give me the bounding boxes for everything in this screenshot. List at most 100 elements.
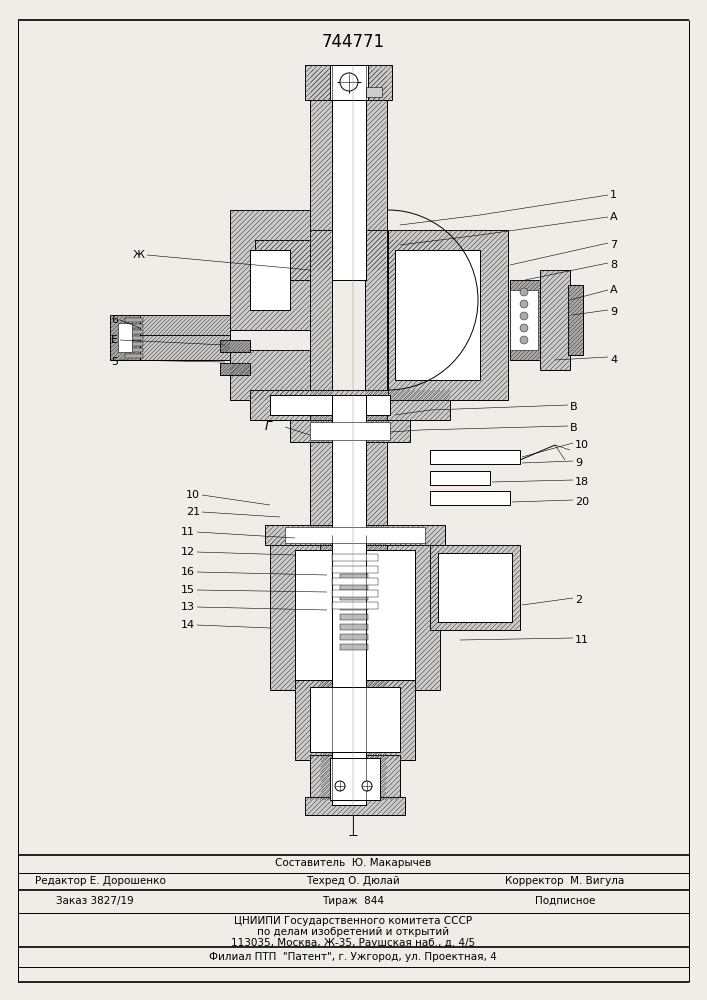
Bar <box>340 594 368 600</box>
Text: 14: 14 <box>181 620 195 630</box>
Bar <box>332 602 378 609</box>
Bar <box>340 634 368 640</box>
Polygon shape <box>365 70 387 270</box>
Polygon shape <box>265 525 445 545</box>
Bar <box>510 290 538 350</box>
Text: по делам изобретений и открытий: по делам изобретений и открытий <box>257 927 449 937</box>
Text: 12: 12 <box>181 547 195 557</box>
Text: 10: 10 <box>186 490 200 500</box>
Bar <box>332 535 366 805</box>
Polygon shape <box>510 280 540 360</box>
Text: Г: Г <box>265 420 272 434</box>
Bar <box>340 604 368 610</box>
Polygon shape <box>290 420 410 442</box>
Bar <box>340 584 368 590</box>
Text: А: А <box>610 285 618 295</box>
Bar <box>438 553 512 622</box>
Text: Техред О. Дюлай: Техред О. Дюлай <box>306 876 400 886</box>
Bar <box>125 330 143 334</box>
Polygon shape <box>110 315 140 360</box>
Text: Ж: Ж <box>133 250 145 260</box>
Polygon shape <box>325 577 375 586</box>
Text: Корректор  М. Вигула: Корректор М. Вигула <box>506 876 624 886</box>
Bar <box>330 65 368 100</box>
Circle shape <box>335 781 345 791</box>
Polygon shape <box>438 553 468 622</box>
Polygon shape <box>310 400 332 540</box>
Polygon shape <box>250 390 450 420</box>
Polygon shape <box>220 340 250 352</box>
Polygon shape <box>295 680 415 760</box>
Polygon shape <box>430 545 520 630</box>
Bar <box>332 65 366 280</box>
Polygon shape <box>310 755 400 800</box>
Polygon shape <box>325 565 385 574</box>
Text: 11: 11 <box>575 635 589 645</box>
Bar <box>340 614 368 620</box>
Polygon shape <box>365 400 387 540</box>
Bar <box>340 574 368 580</box>
Circle shape <box>520 288 528 296</box>
Text: 7: 7 <box>610 240 617 250</box>
Polygon shape <box>305 797 405 815</box>
Polygon shape <box>305 65 392 100</box>
Bar <box>270 395 390 415</box>
Text: Филиал ПТП  "Патент", г. Ужгород, ул. Проектная, 4: Филиал ПТП "Патент", г. Ужгород, ул. Про… <box>209 952 497 962</box>
Text: Подписное: Подписное <box>534 896 595 906</box>
Bar <box>332 566 378 573</box>
Polygon shape <box>140 315 230 335</box>
Polygon shape <box>365 230 387 400</box>
Bar <box>285 527 425 543</box>
Bar <box>330 758 380 800</box>
Text: 18: 18 <box>575 477 589 487</box>
Circle shape <box>362 781 372 791</box>
Polygon shape <box>230 350 310 400</box>
Circle shape <box>520 324 528 332</box>
Bar <box>250 250 290 310</box>
Polygon shape <box>310 230 332 400</box>
Bar <box>118 323 132 352</box>
Text: B: B <box>570 402 578 412</box>
Polygon shape <box>325 601 385 610</box>
Bar <box>332 395 366 545</box>
Text: B: B <box>570 423 578 433</box>
Text: 6: 6 <box>111 315 118 325</box>
Bar <box>340 624 368 630</box>
Bar <box>395 250 480 380</box>
Polygon shape <box>325 589 380 598</box>
Circle shape <box>520 336 528 344</box>
Bar <box>332 554 378 561</box>
Polygon shape <box>325 553 380 562</box>
Text: 8: 8 <box>610 260 617 270</box>
Bar <box>310 687 400 752</box>
Text: ЦНИИПИ Государственного комитета СССР: ЦНИИПИ Государственного комитета СССР <box>234 916 472 926</box>
Text: 15: 15 <box>181 585 195 595</box>
Polygon shape <box>388 230 508 400</box>
Bar <box>125 354 143 358</box>
Bar <box>310 422 390 440</box>
Text: Редактор Е. Дорошенко: Редактор Е. Дорошенко <box>35 876 165 886</box>
Text: Тираж  844: Тираж 844 <box>322 896 384 906</box>
Polygon shape <box>365 540 387 800</box>
Polygon shape <box>230 210 310 330</box>
Bar <box>430 491 510 505</box>
Text: E: E <box>111 335 118 345</box>
Bar <box>332 578 378 585</box>
Text: 16: 16 <box>181 567 195 577</box>
Bar <box>125 324 143 328</box>
Polygon shape <box>220 363 250 375</box>
Text: 744771: 744771 <box>322 33 385 51</box>
Text: 9: 9 <box>575 458 582 468</box>
Text: 21: 21 <box>186 507 200 517</box>
Polygon shape <box>320 540 342 800</box>
Circle shape <box>340 73 358 91</box>
Polygon shape <box>140 335 230 360</box>
Text: 1: 1 <box>610 190 617 200</box>
Polygon shape <box>568 285 583 355</box>
Text: 2: 2 <box>575 595 582 605</box>
Circle shape <box>520 300 528 308</box>
Polygon shape <box>270 540 440 690</box>
Text: 20: 20 <box>575 497 589 507</box>
Polygon shape <box>310 70 332 270</box>
Bar <box>430 471 490 485</box>
